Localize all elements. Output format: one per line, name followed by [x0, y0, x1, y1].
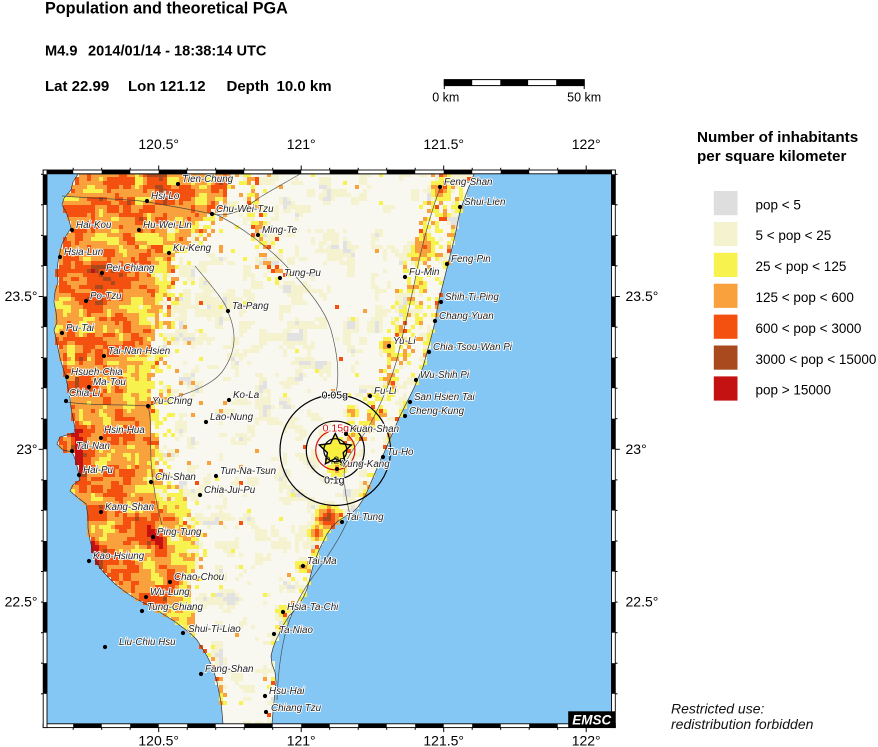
svg-text:0.05g: 0.05g — [322, 389, 348, 401]
svg-text:3000 < pop < 15000: 3000 < pop < 15000 — [756, 352, 877, 367]
svg-text:125 < pop < 600: 125 < pop < 600 — [756, 290, 854, 305]
svg-text:Chu-Wei-Tzu: Chu-Wei-Tzu — [216, 204, 274, 215]
svg-text:Tai-Ma: Tai-Ma — [307, 556, 337, 567]
svg-text:Lao-Nung: Lao-Nung — [210, 412, 254, 423]
svg-text:Ku-Keng: Ku-Keng — [173, 243, 212, 254]
svg-text:redistribution forbidden: redistribution forbidden — [671, 716, 814, 732]
svg-text:Hsia-Lun: Hsia-Lun — [64, 247, 103, 258]
svg-text:pop > 15000: pop > 15000 — [756, 383, 831, 398]
svg-text:Hsin-Hua: Hsin-Hua — [104, 425, 145, 436]
svg-text:Tung-Chiang: Tung-Chiang — [147, 602, 203, 613]
svg-text:23°: 23° — [626, 441, 647, 457]
svg-text:Hsi-Lo: Hsi-Lo — [151, 191, 180, 202]
svg-text:Chia-Jui-Pu: Chia-Jui-Pu — [204, 485, 256, 496]
svg-text:Hai-Kou: Hai-Kou — [76, 220, 112, 231]
svg-text:122°: 122° — [572, 733, 601, 747]
svg-text:Number of inhabitants: Number of inhabitants — [697, 129, 858, 146]
svg-text:Restricted use:: Restricted use: — [671, 701, 764, 717]
svg-text:San Hsien Tai: San Hsien Tai — [414, 392, 475, 403]
svg-text:120.5°: 120.5° — [138, 136, 179, 152]
svg-text:pop < 5: pop < 5 — [756, 197, 801, 212]
svg-text:121.5°: 121.5° — [423, 733, 464, 747]
svg-text:Tung-Pu: Tung-Pu — [284, 268, 321, 279]
svg-text:Pei-Chiang: Pei-Chiang — [106, 263, 155, 274]
svg-text:Kang-Shan: Kang-Shan — [105, 502, 154, 513]
svg-text:Po-Tzu: Po-Tzu — [90, 291, 122, 302]
svg-text:M4.9: M4.9 — [45, 44, 77, 60]
svg-text:Hsueh-Chia: Hsueh-Chia — [71, 367, 123, 378]
svg-text:Fu-Min: Fu-Min — [409, 267, 439, 278]
svg-text:Tun-Na-Tsun: Tun-Na-Tsun — [220, 466, 276, 477]
svg-text:22.5°: 22.5° — [5, 594, 38, 610]
svg-text:Yu-Li: Yu-Li — [393, 336, 416, 347]
svg-text:Hsia-Ta-Chi: Hsia-Ta-Chi — [287, 602, 339, 613]
svg-text:121.5°: 121.5° — [423, 136, 464, 152]
svg-text:Tai-Tung: Tai-Tung — [346, 512, 384, 523]
svg-text:Fu-Li: Fu-Li — [374, 386, 397, 397]
svg-text:Lat 22.99: Lat 22.99 — [45, 78, 109, 95]
svg-text:Hsu-Hai: Hsu-Hai — [269, 686, 305, 697]
svg-text:2014/01/14 - 18:38:14 UTC: 2014/01/14 - 18:38:14 UTC — [88, 44, 267, 60]
svg-text:Chia-Tsou-Wan Pi: Chia-Tsou-Wan Pi — [433, 342, 513, 353]
svg-text:Shih-Ti-Ping: Shih-Ti-Ping — [445, 292, 499, 303]
svg-text:Ta-Niao: Ta-Niao — [279, 625, 313, 636]
svg-text:25 < pop < 125: 25 < pop < 125 — [756, 259, 847, 274]
svg-text:Ko-La: Ko-La — [233, 390, 260, 401]
svg-text:Hu-Wei-Lin: Hu-Wei-Lin — [143, 220, 192, 231]
svg-text:23°: 23° — [16, 441, 37, 457]
svg-text:Wu-Lung: Wu-Lung — [150, 587, 190, 598]
svg-text:10.0 km: 10.0 km — [277, 78, 332, 95]
svg-text:Tu-Ho: Tu-Ho — [387, 447, 414, 458]
svg-text:121°: 121° — [287, 136, 316, 152]
svg-text:Chang-Yuan: Chang-Yuan — [439, 311, 494, 322]
svg-text:5 < pop < 25: 5 < pop < 25 — [756, 228, 832, 243]
svg-text:0.2g: 0.2g — [325, 454, 346, 466]
svg-text:Pu-Tai: Pu-Tai — [66, 323, 95, 334]
svg-text:Lon 121.12: Lon 121.12 — [128, 78, 206, 95]
svg-text:Ma-Tou: Ma-Tou — [93, 377, 126, 388]
svg-text:Chao-Chou: Chao-Chou — [174, 572, 225, 583]
svg-text:Kuan-Shan: Kuan-Shan — [350, 424, 399, 435]
svg-text:Fang-Shan: Fang-Shan — [205, 664, 253, 675]
svg-text:Population and theoretical PGA: Population and theoretical PGA — [45, 0, 288, 18]
svg-text:120.5°: 120.5° — [138, 733, 179, 747]
svg-text:Shui-Ti-Liao: Shui-Ti-Liao — [188, 624, 241, 635]
svg-text:Hai-Pu: Hai-Pu — [83, 465, 113, 476]
svg-text:Feng-Shan: Feng-Shan — [444, 177, 492, 188]
svg-text:per square kilometer: per square kilometer — [697, 148, 846, 165]
svg-text:Depth: Depth — [227, 78, 270, 95]
svg-text:50 km: 50 km — [567, 91, 601, 105]
svg-text:23.5°: 23.5° — [626, 288, 659, 304]
svg-text:Chi-Shan: Chi-Shan — [155, 472, 196, 483]
svg-text:122°: 122° — [572, 136, 601, 152]
svg-text:Tai-Nan: Tai-Nan — [76, 441, 110, 452]
svg-text:23.5°: 23.5° — [5, 288, 38, 304]
svg-text:Yung-Kang: Yung-Kang — [341, 459, 390, 470]
svg-text:Wu-Shih Pi: Wu-Shih Pi — [420, 370, 470, 381]
svg-text:Chia-Li: Chia-Li — [69, 388, 101, 399]
svg-text:Liu-Chiu Hsu: Liu-Chiu Hsu — [119, 637, 176, 648]
svg-text:0 km: 0 km — [432, 91, 459, 105]
svg-text:EMSC: EMSC — [572, 712, 611, 727]
svg-text:Ming-Te: Ming-Te — [262, 225, 298, 236]
svg-text:22.5°: 22.5° — [626, 594, 659, 610]
svg-text:Kao-Hsiung: Kao-Hsiung — [93, 551, 145, 562]
svg-text:0.1g: 0.1g — [324, 475, 345, 487]
svg-text:0.15g: 0.15g — [323, 422, 349, 434]
svg-text:Ping-Tung: Ping-Tung — [157, 527, 202, 538]
svg-text:Cheng-Kung: Cheng-Kung — [409, 406, 465, 417]
svg-text:Tien-Chung: Tien-Chung — [182, 174, 234, 185]
svg-text:Feng-Pin: Feng-Pin — [451, 254, 491, 265]
svg-text:Shui-Lien: Shui-Lien — [464, 197, 505, 208]
svg-text:Tai-Nan-Hsien: Tai-Nan-Hsien — [108, 346, 170, 357]
svg-text:600 < pop < 3000: 600 < pop < 3000 — [756, 321, 862, 336]
svg-text:Yu-Ching: Yu-Ching — [152, 396, 193, 407]
svg-text:Ta-Pang: Ta-Pang — [232, 301, 269, 312]
svg-text:Chiang Tzu: Chiang Tzu — [271, 703, 322, 714]
svg-text:121°: 121° — [287, 733, 316, 747]
